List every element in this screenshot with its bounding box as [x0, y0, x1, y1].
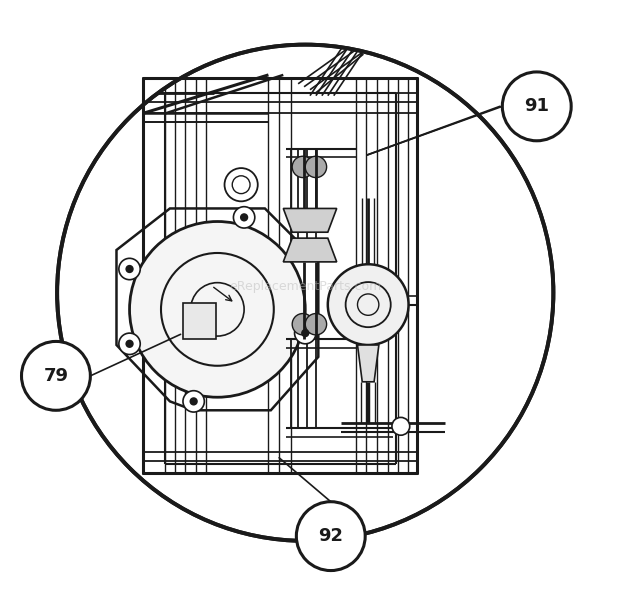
- Circle shape: [190, 397, 198, 406]
- Circle shape: [119, 258, 140, 280]
- Circle shape: [22, 342, 91, 411]
- Circle shape: [301, 329, 309, 337]
- Circle shape: [392, 418, 410, 435]
- Polygon shape: [358, 345, 379, 382]
- Text: eReplacementParts.com: eReplacementParts.com: [229, 280, 381, 293]
- Circle shape: [296, 502, 365, 571]
- Circle shape: [125, 265, 134, 273]
- Circle shape: [294, 322, 316, 344]
- Circle shape: [125, 340, 134, 348]
- Circle shape: [305, 156, 327, 177]
- Polygon shape: [283, 208, 337, 232]
- Text: 79: 79: [43, 367, 68, 385]
- Circle shape: [57, 45, 554, 541]
- Circle shape: [130, 221, 305, 397]
- Bar: [183, 303, 216, 339]
- Circle shape: [328, 264, 409, 345]
- Circle shape: [292, 314, 314, 335]
- Text: 91: 91: [525, 98, 549, 115]
- Circle shape: [240, 213, 248, 221]
- Text: 92: 92: [318, 527, 343, 545]
- Circle shape: [292, 156, 314, 177]
- Polygon shape: [283, 238, 337, 262]
- Circle shape: [305, 314, 327, 335]
- Circle shape: [119, 333, 140, 355]
- Circle shape: [183, 391, 205, 412]
- Circle shape: [233, 206, 255, 228]
- Circle shape: [502, 72, 571, 141]
- Circle shape: [224, 168, 258, 201]
